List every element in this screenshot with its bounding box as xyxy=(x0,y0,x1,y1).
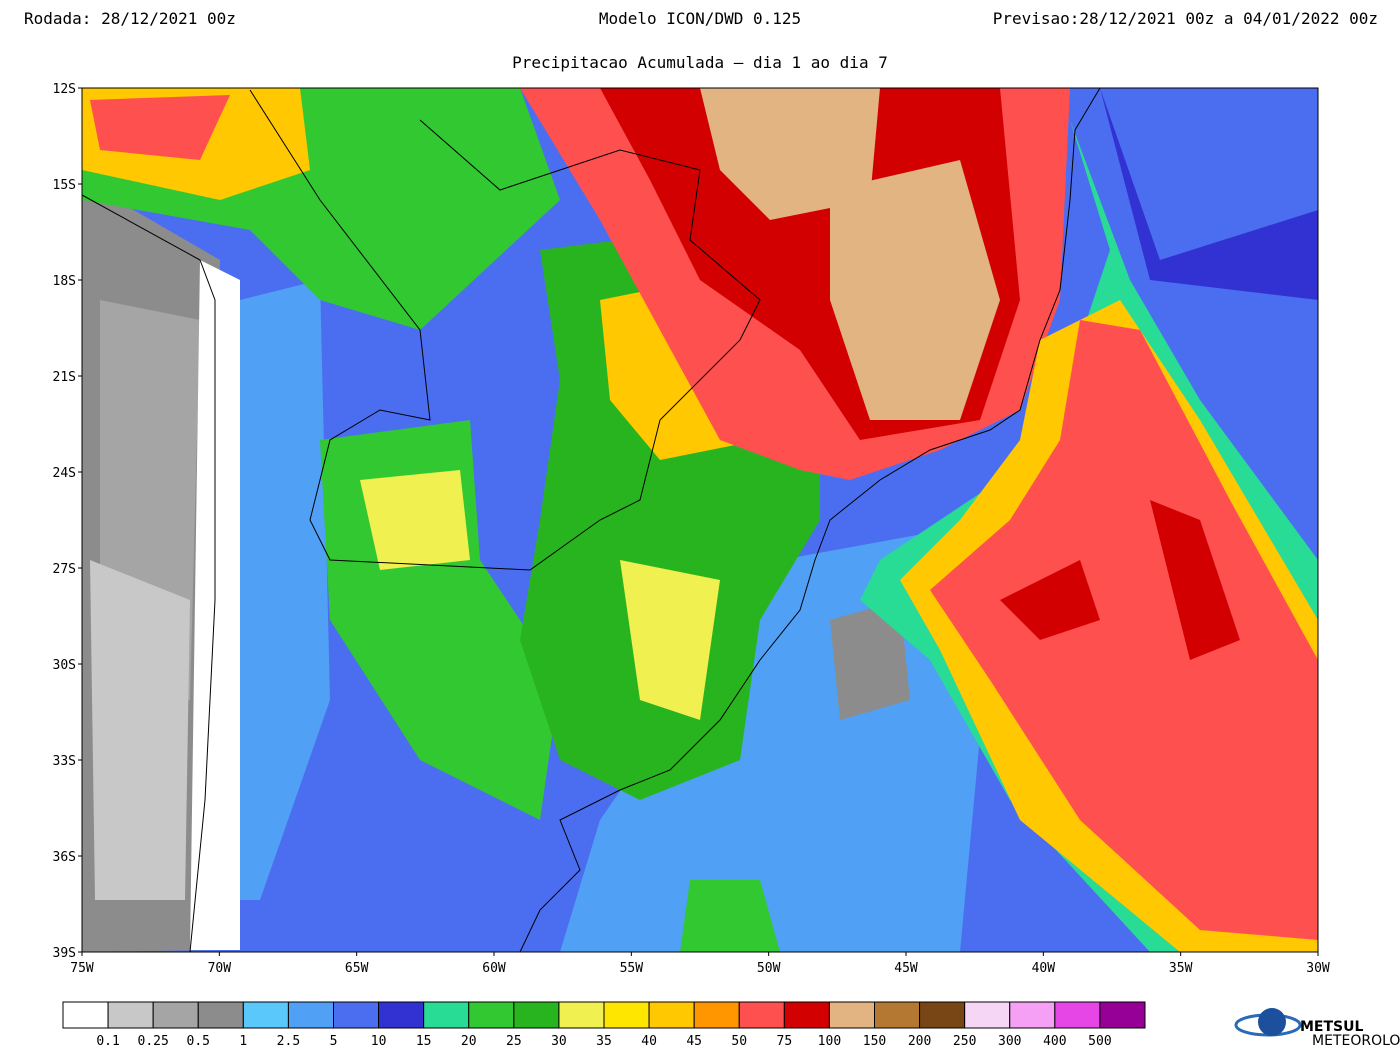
legend-label: 5 xyxy=(330,1034,338,1049)
latitude-axis: 12S 15S 18S 21S 24S 27S 30S 33S 36S 39S xyxy=(53,82,82,961)
legend-swatch xyxy=(919,1001,966,1029)
legend-label: 0.25 xyxy=(138,1034,169,1049)
legend-swatch xyxy=(558,1001,605,1029)
legend-label: 15 xyxy=(416,1034,432,1049)
legend-swatch xyxy=(378,1001,425,1029)
legend-label: 300 xyxy=(998,1034,1021,1049)
forecast-label: Previsao:28/12/2021 00z a 04/01/2022 00z xyxy=(993,9,1378,28)
logo: METSUL METEOROLOGIA xyxy=(1234,1008,1400,1049)
lat-label: 30S xyxy=(53,658,76,673)
lon-label: 75W xyxy=(70,961,94,976)
model-label: Modelo ICON/DWD 0.125 xyxy=(599,9,801,28)
legend-label: 10 xyxy=(371,1034,387,1049)
lat-label: 33S xyxy=(53,754,76,769)
legend-label: 50 xyxy=(731,1034,747,1049)
legend-label: 400 xyxy=(1043,1034,1066,1049)
legend-swatch xyxy=(783,1001,830,1029)
lon-label: 40W xyxy=(1032,961,1056,976)
legend-label: 35 xyxy=(596,1034,612,1049)
lat-label: 27S xyxy=(53,562,76,577)
subtitle: Precipitacao Acumulada — dia 1 ao dia 7 xyxy=(512,53,888,72)
color-legend: 0.1 0.25 0.5 1 2.5 5 10 15 20 25 30 35 40 45 50 75 100 15… xyxy=(62,1001,1146,1049)
legend-swatch xyxy=(468,1001,515,1029)
lon-label: 70W xyxy=(208,961,232,976)
legend-swatch xyxy=(1099,1001,1146,1029)
legend-label: 2.5 xyxy=(277,1034,300,1049)
legend-label: 0.5 xyxy=(187,1034,210,1049)
legend-label: 0.1 xyxy=(96,1034,119,1049)
legend-swatch xyxy=(242,1001,289,1029)
legend-swatch xyxy=(333,1001,380,1029)
lon-label: 35W xyxy=(1169,961,1193,976)
lat-label: 15S xyxy=(53,178,76,193)
logo-name: METSUL xyxy=(1300,1019,1363,1035)
legend-label: 45 xyxy=(686,1034,702,1049)
legend-swatch xyxy=(1009,1001,1056,1029)
legend-swatch xyxy=(1054,1001,1101,1029)
legend-swatch xyxy=(152,1001,199,1029)
lon-label: 65W xyxy=(345,961,369,976)
legend-label: 250 xyxy=(953,1034,976,1049)
legend-swatch xyxy=(423,1001,470,1029)
lat-label: 39S xyxy=(53,946,76,961)
legend-swatch xyxy=(513,1001,560,1029)
lon-label: 55W xyxy=(620,961,644,976)
legend-label: 100 xyxy=(818,1034,841,1049)
legend-label: 30 xyxy=(551,1034,567,1049)
legend-swatch xyxy=(693,1001,740,1029)
lat-label: 24S xyxy=(53,466,76,481)
legend-swatch xyxy=(197,1001,244,1029)
legend-label: 25 xyxy=(506,1034,522,1049)
legend-swatch xyxy=(964,1001,1011,1029)
legend-swatch xyxy=(107,1001,154,1029)
legend-label: 500 xyxy=(1088,1034,1111,1049)
legend-swatch xyxy=(62,1001,109,1029)
lon-label: 45W xyxy=(894,961,918,976)
legend-swatch xyxy=(287,1001,334,1029)
legend-swatch xyxy=(603,1001,650,1029)
lat-label: 18S xyxy=(53,274,76,289)
legend-swatch xyxy=(874,1001,921,1029)
map-frame xyxy=(81,87,1319,953)
lat-label: 36S xyxy=(53,850,76,865)
lat-label: 21S xyxy=(53,370,76,385)
legend-swatch xyxy=(738,1001,785,1029)
legend-swatch xyxy=(648,1001,695,1029)
logo-tagline: METEOROLOGIA xyxy=(1312,1033,1400,1049)
run-label: Rodada: 28/12/2021 00z xyxy=(24,9,236,28)
lat-label: 12S xyxy=(53,82,76,97)
legend-label: 40 xyxy=(641,1034,657,1049)
legend-label: 200 xyxy=(908,1034,931,1049)
lon-label: 60W xyxy=(482,961,506,976)
legend-label: 20 xyxy=(461,1034,477,1049)
lon-label: 30W xyxy=(1306,961,1330,976)
legend-label: 75 xyxy=(777,1034,793,1049)
lon-label: 50W xyxy=(757,961,781,976)
legend-label: 1 xyxy=(239,1034,247,1049)
legend-label: 150 xyxy=(863,1034,886,1049)
precipitation-field xyxy=(82,88,1318,952)
coastline xyxy=(81,87,1101,953)
logo-globe xyxy=(1258,1008,1286,1036)
legend-swatch xyxy=(828,1001,876,1029)
longitude-axis: 75W 70W 65W 60W 55W 50W 45W 40W 35W 30W xyxy=(70,952,1330,976)
